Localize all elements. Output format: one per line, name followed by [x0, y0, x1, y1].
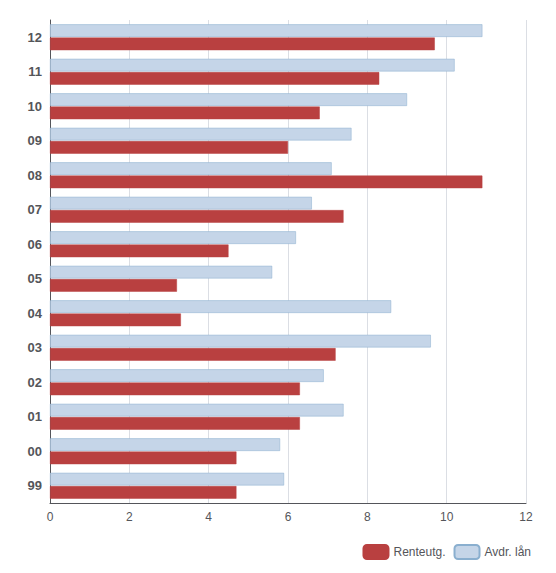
svg-text:10: 10	[440, 510, 454, 524]
svg-text:03: 03	[28, 340, 42, 355]
svg-text:6: 6	[285, 510, 292, 524]
svg-text:4: 4	[205, 510, 212, 524]
svg-text:2: 2	[126, 510, 133, 524]
svg-text:01: 01	[28, 409, 42, 424]
svg-text:02: 02	[28, 375, 42, 390]
svg-text:Renteutg.: Renteutg.	[393, 545, 445, 559]
svg-text:Avdr. lån: Avdr. lån	[485, 545, 531, 559]
svg-text:99: 99	[28, 478, 42, 493]
svg-text:10: 10	[28, 99, 42, 114]
svg-text:00: 00	[28, 444, 42, 459]
svg-text:04: 04	[28, 306, 43, 321]
svg-text:06: 06	[28, 237, 42, 252]
svg-text:07: 07	[28, 202, 42, 217]
svg-text:12: 12	[28, 30, 42, 45]
svg-text:11: 11	[28, 64, 42, 79]
svg-text:08: 08	[28, 168, 42, 183]
svg-text:12: 12	[519, 510, 533, 524]
svg-text:05: 05	[28, 271, 42, 286]
svg-text:09: 09	[28, 133, 42, 148]
svg-text:8: 8	[364, 510, 371, 524]
svg-text:0: 0	[47, 510, 54, 524]
